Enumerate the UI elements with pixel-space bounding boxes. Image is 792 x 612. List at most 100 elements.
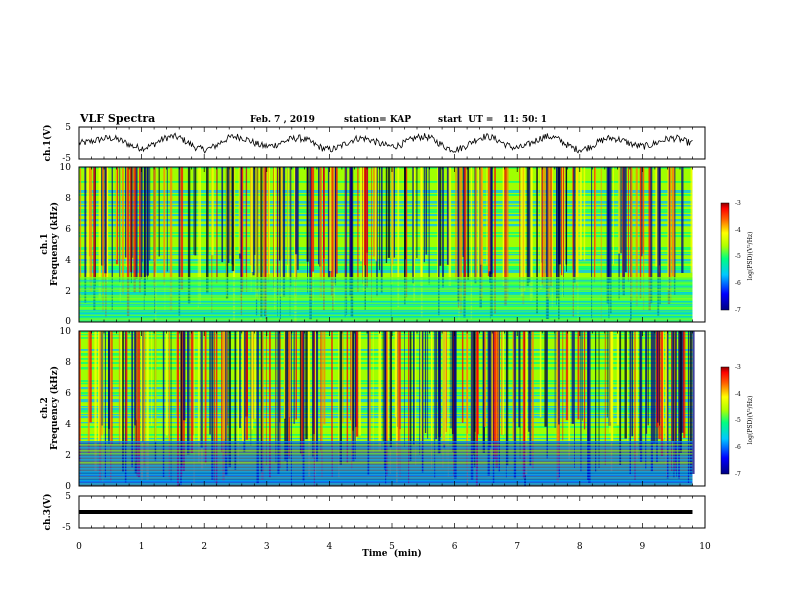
spectrogram-band xyxy=(79,459,693,461)
spectrogram-streak xyxy=(261,331,264,480)
spectrogram-band xyxy=(79,319,693,321)
spectrogram-band xyxy=(79,209,693,211)
spectrogram-streak xyxy=(531,331,534,469)
header-date: Feb. 7 , 2019 xyxy=(250,115,315,125)
spectrogram-streak xyxy=(187,331,190,455)
spectrogram-streak xyxy=(525,331,528,476)
spectrogram-streak xyxy=(251,331,253,430)
spectrogram-streak xyxy=(611,331,614,443)
spectrogram-band xyxy=(79,477,693,479)
spectrogram-streak xyxy=(257,167,259,301)
spectrogram-streak xyxy=(168,331,170,479)
spectrogram-streak xyxy=(111,331,113,444)
spectrogram-streak xyxy=(639,331,643,462)
spectrogram-streak xyxy=(228,331,231,468)
spectrogram-band xyxy=(79,247,693,250)
spectrogram-streak xyxy=(330,167,333,296)
spectrogram-streak xyxy=(379,167,380,271)
spectrogram-streak xyxy=(397,331,399,469)
ch1-colorbar-label: log(PSD)(V²/Hz) xyxy=(747,232,754,281)
spectrogram-streak xyxy=(357,167,359,292)
spectrogram-streak xyxy=(495,331,498,441)
spectrogram-streak xyxy=(492,331,495,483)
spectrogram-streak xyxy=(290,167,292,287)
spectrogram-streak xyxy=(335,167,338,274)
spectrogram-streak xyxy=(180,331,183,467)
spectrogram-streak xyxy=(297,167,299,270)
spectrogram-streak xyxy=(618,167,621,254)
spectrogram-streak xyxy=(88,167,91,257)
spectrogram-streak xyxy=(412,167,414,284)
spectrogram-streak xyxy=(119,167,121,303)
spectrogram-band xyxy=(79,232,693,234)
spectrogram-streak xyxy=(591,167,593,319)
spectrogram-streak xyxy=(631,331,634,437)
spectrogram-streak xyxy=(647,331,649,426)
spectrogram-streak xyxy=(309,167,312,320)
spectrogram-streak xyxy=(256,167,258,290)
spectrogram-streak xyxy=(229,167,231,256)
ch1-freq-tick-6: 6 xyxy=(65,225,71,235)
spectrogram-streak xyxy=(635,167,638,307)
spectrogram-streak xyxy=(165,331,168,436)
spectrogram-band xyxy=(79,289,693,291)
spectrogram-streak xyxy=(582,331,583,421)
spectrogram-streak xyxy=(260,167,263,318)
spectrogram-streak xyxy=(312,331,315,435)
spectrogram-streak xyxy=(383,331,387,470)
spectrogram-streak xyxy=(262,167,265,310)
spectrogram-streak xyxy=(84,167,87,303)
spectrogram-streak xyxy=(501,331,503,435)
spectrogram-streak xyxy=(536,167,538,314)
spectrogram-streak xyxy=(588,331,591,483)
spectrogram-streak xyxy=(367,331,370,475)
spectrogram-streak xyxy=(146,167,149,276)
spectrogram-streak xyxy=(687,331,690,483)
spectrogram-band xyxy=(79,465,693,467)
time-axis-tick-label: 6 xyxy=(452,542,458,552)
spectrogram-streak xyxy=(234,331,237,470)
spectrogram-streak xyxy=(283,331,286,419)
spectrogram-band xyxy=(79,186,693,189)
spectrogram-band xyxy=(79,483,693,485)
spectrogram-streak xyxy=(211,331,214,480)
spectrogram-streak xyxy=(345,167,346,299)
spectrogram-streak xyxy=(215,331,218,485)
spectrogram-streak xyxy=(246,167,248,292)
spectrogram-streak xyxy=(506,331,509,466)
spectrogram-streak xyxy=(301,331,304,457)
spectrogram-band xyxy=(79,259,693,262)
spectrogram-streak xyxy=(221,331,223,453)
spectrogram-streak xyxy=(444,331,446,435)
spectrogram-streak xyxy=(371,167,372,303)
spectrogram-streak xyxy=(443,331,446,445)
spectrogram-band xyxy=(79,304,693,306)
spectrogram-streak xyxy=(225,331,227,458)
spectrogram-streak xyxy=(416,167,418,259)
spectrogram-streak xyxy=(413,331,415,446)
spectrogram-streak xyxy=(659,331,660,426)
spectrogram-streak xyxy=(190,331,194,453)
spectrogram-streak xyxy=(260,331,263,473)
spectrogram-streak xyxy=(307,331,310,427)
spectrogram-streak xyxy=(480,167,483,299)
spectrogram-band xyxy=(79,441,693,443)
ch1-freq-tick-10: 10 xyxy=(60,163,72,173)
spectrogram-streak xyxy=(178,167,181,316)
spectrogram-streak xyxy=(394,331,397,418)
spectrogram-streak xyxy=(163,167,166,286)
spectrogram-streak xyxy=(452,331,454,452)
spectrogram-streak xyxy=(531,167,533,300)
time-axis-tick-labels: 0 1 2 3 4 5 6 7 8 9 10 xyxy=(76,542,711,552)
spectrogram-streak xyxy=(573,167,576,283)
spectrogram-streak xyxy=(228,167,230,263)
spectrogram-streak xyxy=(393,167,395,258)
spectrogram-streak xyxy=(671,331,674,442)
spectrogram-streak xyxy=(279,331,281,469)
ch3-waveform-ylabel: ch.3(V) xyxy=(42,494,53,531)
spectrogram-band xyxy=(79,283,693,285)
spectrogram-streak xyxy=(572,167,574,270)
spectrogram-streak xyxy=(519,331,521,459)
spectrogram-streak xyxy=(538,167,540,293)
spectrogram-streak xyxy=(558,167,560,321)
